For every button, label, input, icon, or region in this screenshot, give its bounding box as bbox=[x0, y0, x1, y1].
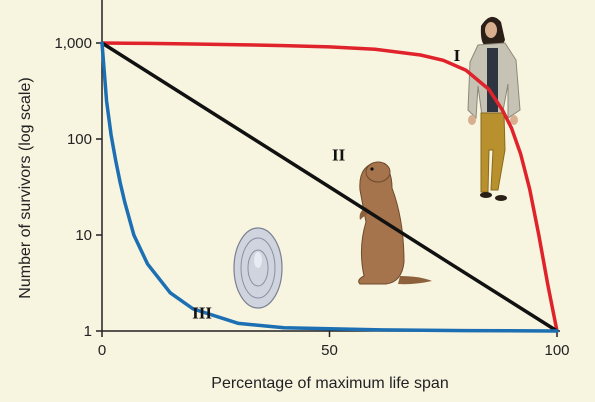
x-axis-title: Percentage of maximum life span bbox=[211, 375, 448, 392]
series-layer bbox=[100, 41, 559, 333]
y-tick-label: 1 bbox=[84, 323, 92, 340]
human-icon bbox=[467, 16, 521, 201]
x-tick-label: 50 bbox=[321, 342, 338, 359]
oyster-icon bbox=[233, 227, 283, 309]
y-axis-title: Number of survivors (log scale) bbox=[17, 77, 34, 298]
x-tick-label: 100 bbox=[544, 342, 569, 359]
series-line-ii bbox=[100, 41, 559, 333]
ticks: 0 50 100 1 10 100 1,000 bbox=[54, 35, 569, 359]
y-tick-label: 10 bbox=[75, 227, 92, 244]
y-tick-label: 1,000 bbox=[54, 35, 92, 52]
series-line-i bbox=[100, 41, 559, 333]
series-label-ii: II bbox=[332, 145, 346, 164]
x-tick-label: 0 bbox=[98, 342, 106, 359]
series-line-iii bbox=[100, 41, 559, 333]
series-label-i: I bbox=[454, 46, 461, 65]
series-label-iii: III bbox=[192, 303, 212, 322]
squirrel-icon bbox=[358, 161, 432, 285]
y-tick-label: 100 bbox=[67, 131, 92, 148]
